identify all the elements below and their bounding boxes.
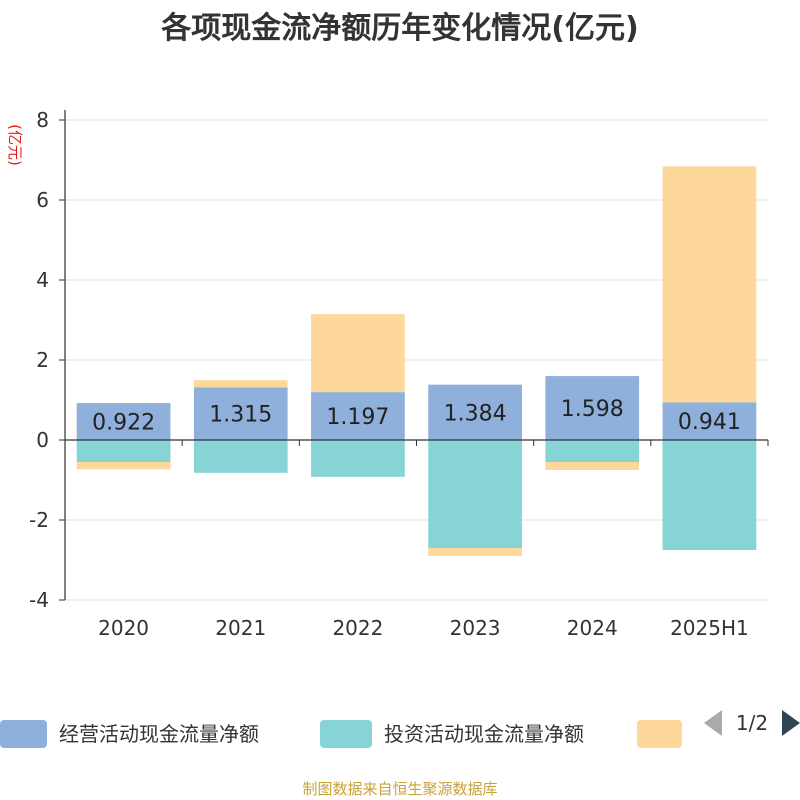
x-tick-label: 2022	[332, 616, 383, 640]
prev-page-icon[interactable]	[704, 710, 722, 736]
chart-title: 各项现金流净额历年变化情况(亿元)	[160, 11, 638, 46]
legend-pager[interactable]: 1/2	[704, 710, 800, 736]
data-label: 1.598	[561, 397, 624, 422]
source-note: 制图数据来自恒生聚源数据库	[302, 780, 497, 798]
data-label: 1.197	[326, 405, 389, 430]
bar-2024-series-2	[545, 440, 640, 462]
gridlines	[65, 119, 768, 601]
x-tick-label: 2020	[98, 616, 149, 640]
bar-2021-series-1	[193, 387, 288, 440]
legend-label[interactable]: 经营活动现金流量净额	[59, 722, 259, 746]
bar-2020-series-3	[76, 462, 171, 470]
x-tick-label: 2025H1	[670, 616, 749, 640]
bar-2023-series-2	[428, 440, 522, 548]
y-tick-label: 2	[36, 348, 49, 372]
legend-swatch[interactable]	[0, 720, 47, 748]
data-label: 0.941	[678, 410, 741, 435]
bar-2024-series-3	[545, 462, 640, 470]
axes: 8 6 4 2 0 -2 -4 2020 2021 2022 2023 2024 2025H1	[29, 108, 769, 640]
y-axis-unit: (亿元)	[6, 124, 24, 166]
data-label: 1.315	[209, 403, 272, 428]
y-tick-label: 6	[36, 188, 49, 212]
data-labels: 0.922 1.315 1.197 1.384 1.598 0.941	[92, 397, 741, 436]
bar-2020-series-1	[76, 403, 171, 440]
bar-series	[76, 166, 757, 556]
y-tick-label: -2	[29, 508, 49, 532]
bar-2022-series-3	[311, 314, 405, 393]
bar-2022-series-1	[311, 392, 405, 440]
legend-page-indicator: 1/2	[736, 711, 768, 735]
y-tick-label: 0	[36, 428, 49, 452]
bar-2020-series-2	[76, 440, 171, 462]
bar-2022-series-2	[311, 440, 405, 477]
bar-2023-series-1	[428, 384, 522, 440]
y-tick-label: 4	[36, 268, 49, 292]
x-tick-label: 2023	[450, 616, 501, 640]
bar-2024-series-1	[545, 376, 640, 440]
y-tick-label: 8	[36, 108, 49, 132]
bar-2021-series-2	[193, 440, 288, 473]
bar-2023-series-3	[428, 548, 522, 556]
legend-label[interactable]: 投资活动现金流量净额	[384, 722, 584, 746]
bar-2025H1-series-2	[662, 440, 757, 550]
legend-swatch[interactable]	[637, 720, 682, 748]
x-tick-label: 2024	[567, 616, 618, 640]
bar-2025H1-series-1	[662, 402, 757, 440]
next-page-icon[interactable]	[782, 710, 800, 736]
data-label: 1.384	[444, 401, 507, 426]
legend-swatch[interactable]	[320, 720, 372, 748]
data-label: 0.922	[92, 411, 155, 436]
bar-2021-series-3	[193, 380, 288, 388]
y-tick-label: -4	[29, 588, 49, 612]
legend: 经营活动现金流量净额 投资活动现金流量净额	[0, 720, 682, 748]
x-tick-label: 2021	[215, 616, 266, 640]
bar-2025H1-series-3	[662, 166, 757, 403]
